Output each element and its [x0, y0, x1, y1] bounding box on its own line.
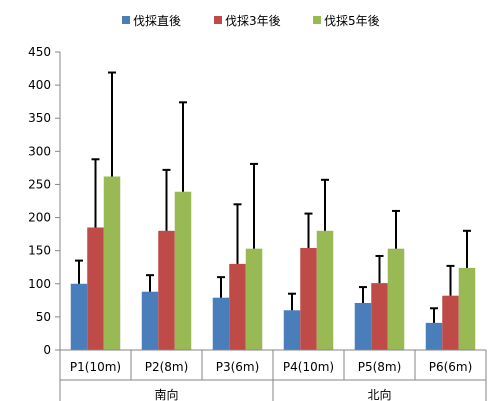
- bar: [371, 283, 388, 350]
- x-tick-label: P2(8m): [145, 360, 189, 374]
- x-group-label: 北向: [367, 387, 391, 401]
- x-tick-label: P5(8m): [358, 360, 402, 374]
- bar: [354, 302, 372, 350]
- x-tick-label: P4(10m): [283, 360, 334, 374]
- y-tick-label: 0: [43, 343, 51, 357]
- bars: [70, 176, 476, 350]
- legend-label: 伐採3年後: [225, 14, 281, 28]
- y-tick-label: 200: [28, 211, 51, 225]
- bar: [442, 295, 459, 350]
- y-tick-label: 100: [28, 277, 51, 291]
- x-tick-label: P3(6m): [216, 360, 260, 374]
- legend: 伐採直後 伐採3年後 伐採5年後: [122, 14, 380, 28]
- bar: [229, 263, 246, 350]
- bar: [316, 230, 334, 350]
- bar: [425, 322, 443, 350]
- legend-swatch: [313, 16, 321, 24]
- bar: [103, 176, 121, 350]
- y-tick-label: 300: [28, 144, 51, 158]
- y-tick-label: 450: [28, 45, 51, 59]
- bar: [141, 291, 159, 350]
- bar: [212, 297, 230, 350]
- bar: [87, 227, 104, 350]
- bar: [70, 283, 88, 350]
- x-axis: P1(10m) P2(8m) P3(6m) P4(10m) P5(8m) P6(6m) 南向…: [59, 349, 487, 401]
- bar: [245, 248, 263, 350]
- x-tick-label: P1(10m): [70, 360, 121, 374]
- legend-label: 伐採直後: [133, 14, 181, 28]
- y-tick-label: 50: [36, 310, 51, 324]
- y-tick-label: 350: [28, 111, 51, 125]
- y-tick-label: 150: [28, 244, 51, 258]
- x-group-label: 南向: [154, 387, 178, 401]
- bar: [174, 191, 192, 350]
- bar: [458, 267, 476, 350]
- bar: [283, 310, 301, 350]
- legend-swatch: [214, 16, 222, 24]
- bar: [158, 230, 175, 350]
- legend-label: 伐採5年後: [324, 14, 380, 28]
- y-axis: 0 50 100 150 200 250 300 350 400 450: [28, 45, 61, 357]
- x-tick-label: P6(6m): [429, 360, 473, 374]
- error-bars: [75, 71, 471, 323]
- y-tick-label: 400: [28, 78, 51, 92]
- bar: [387, 248, 405, 350]
- y-tick-label: 250: [28, 177, 51, 191]
- legend-swatch: [122, 16, 130, 24]
- bar: [300, 248, 317, 350]
